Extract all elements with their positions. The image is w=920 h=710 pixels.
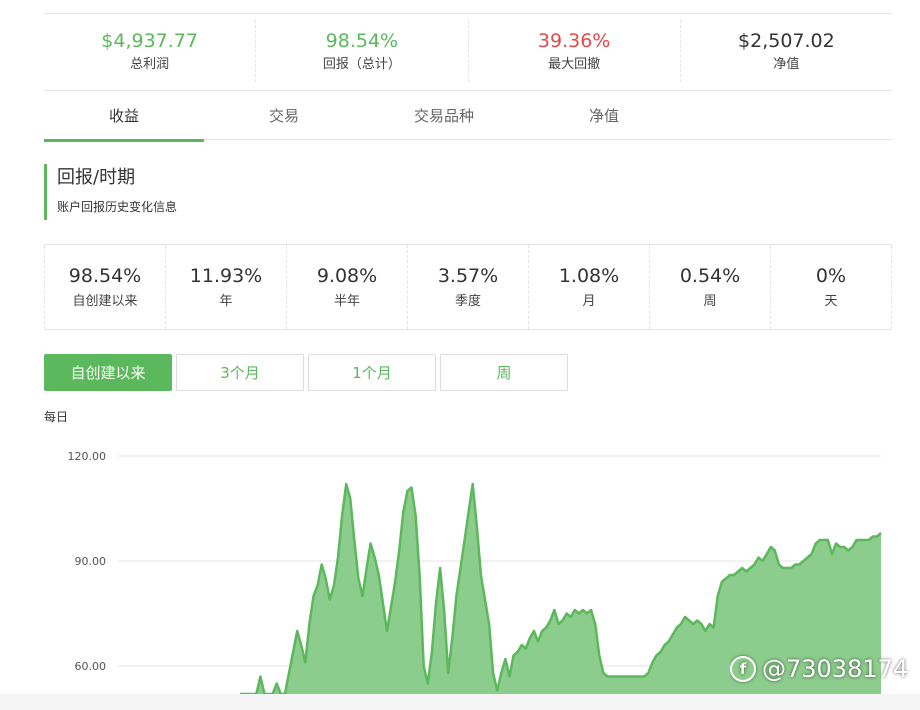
tab-symbols[interactable]: 交易品种 [413,107,474,125]
tab-bar: 收益 交易 交易品种 净值 [44,90,892,142]
period-label: 月 [582,294,596,309]
stat-value: 39.36% [537,30,611,52]
period-value: 98.54% [68,265,142,287]
stat-label: 回报（总计） [322,57,401,72]
period-label: 周 [703,294,717,309]
section-title: 回报/时期 [57,167,136,188]
stat-value: 98.54% [325,30,399,52]
period-year: 11.93% 年 [166,245,287,329]
range-button-since-inception[interactable]: 自创建以来 [44,354,172,391]
range-button-1-month[interactable]: 1个月 [308,354,436,391]
period-label: 季度 [454,294,481,309]
period-value: 1.08% [558,265,620,287]
returns-series-line [240,482,882,694]
stat-max-drawdown: 39.36% 最大回撤 [469,20,681,82]
period-half-year: 9.08% 半年 [287,245,408,329]
stat-label: 最大回撤 [548,57,601,72]
platform-logo-icon: f [730,656,756,682]
y-tick-label: 120.00 [68,450,107,463]
section-header: 回报/时期 账户回报历史变化信息 [44,164,177,220]
period-value: 0.54% [679,265,741,287]
tab-equity[interactable]: 净值 [588,107,619,125]
period-returns: 98.54% 自创建以来 11.93% 年 9.08% 半年 3.57% 季度 … [44,244,892,330]
stat-value: $4,937.77 [101,30,198,52]
tab-trades[interactable]: 交易 [268,107,299,125]
summary-stats: $4,937.77 总利润 98.54% 回报（总计） 39.36% 最大回撤 … [44,20,892,82]
period-month: 1.08% 月 [529,245,650,329]
stat-label: 净值 [773,57,800,72]
period-week: 0.54% 周 [650,245,771,329]
stat-total-return: 98.54% 回报（总计） [256,20,469,82]
period-value: 0% [815,265,847,287]
watermark: f @73038174 [730,652,920,686]
y-tick-label: 60.00 [75,660,107,673]
period-value: 3.57% [437,265,499,287]
period-label: 年 [219,294,233,309]
stat-value: $2,507.02 [738,30,835,52]
chart-caption: 每日 [44,410,69,424]
period-quarter: 3.57% 季度 [408,245,529,329]
watermark-text: @73038174 [762,655,909,683]
stat-label: 总利润 [130,57,170,72]
stat-equity: $2,507.02 净值 [681,20,892,82]
period-value: 11.93% [189,265,263,287]
range-button-week[interactable]: 周 [440,354,568,391]
top-divider [44,13,892,14]
period-value: 9.08% [316,265,378,287]
period-since-inception: 98.54% 自创建以来 [44,245,166,329]
bottom-strip [0,694,920,710]
y-tick-label: 90.00 [75,555,107,568]
period-label: 自创建以来 [72,294,138,309]
range-selector: 自创建以来 3个月 1个月 周 [44,354,568,391]
range-button-3-months[interactable]: 3个月 [176,354,304,391]
period-label: 半年 [333,294,360,309]
period-day: 0% 天 [771,245,892,329]
period-label: 天 [824,294,838,309]
stat-total-profit: $4,937.77 总利润 [44,20,257,82]
section-subtitle: 账户回报历史变化信息 [57,200,178,214]
tab-returns[interactable]: 收益 [44,91,204,142]
returns-area-fill [240,484,881,694]
